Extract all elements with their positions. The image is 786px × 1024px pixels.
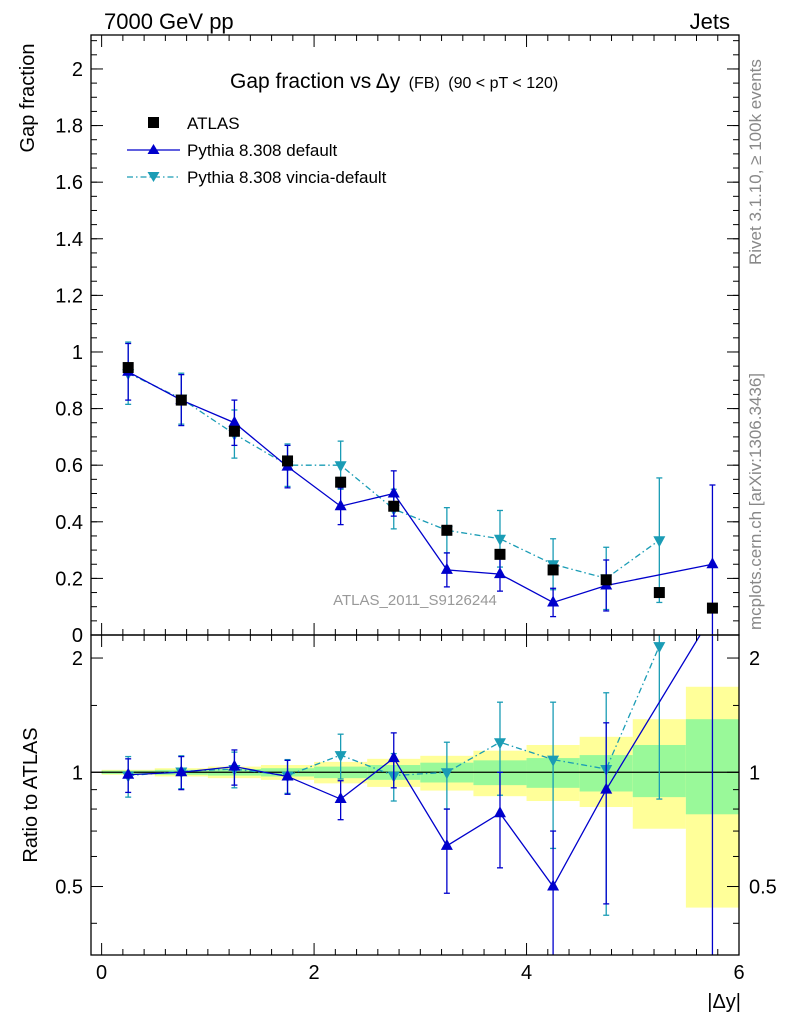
atlas-data-point bbox=[122, 362, 134, 374]
main-y-tick-label: 0.6 bbox=[55, 455, 83, 477]
default-point bbox=[334, 499, 347, 511]
vincia-point bbox=[493, 534, 506, 546]
x-tick-label: 6 bbox=[733, 962, 744, 984]
default-point bbox=[706, 557, 719, 569]
atlas-data-point bbox=[494, 548, 506, 560]
main-y-tick-label: 1.6 bbox=[55, 172, 83, 194]
ratio-y-tick-label: 0.5 bbox=[55, 877, 83, 899]
main-y-tick-label: 1.8 bbox=[55, 116, 83, 138]
atlas-data-point bbox=[547, 564, 559, 576]
ratio-default-point bbox=[547, 879, 560, 891]
main-y-tick-label: 1 bbox=[72, 342, 83, 364]
atlas-data-point bbox=[706, 602, 718, 614]
main-y-tick-label: 0.8 bbox=[55, 399, 83, 421]
ratio-y-axis-label: Ratio to ATLAS bbox=[20, 727, 42, 862]
main-chart-title: Gap fraction vs Δy (FB) (90 < pT < 120) bbox=[230, 70, 558, 93]
x-axis-label: |Δy| bbox=[707, 991, 741, 1013]
x-tick-label: 2 bbox=[309, 962, 320, 984]
legend-atlas-label: ATLAS bbox=[187, 114, 240, 133]
main-y-tick-label: 0.4 bbox=[55, 512, 83, 534]
ratio-default-point bbox=[440, 838, 453, 850]
atlas-data-point bbox=[600, 574, 612, 586]
ratio-y-tick-label-right: 0.5 bbox=[749, 877, 777, 899]
ratio-vincia-point bbox=[653, 642, 666, 654]
ratio-default-point bbox=[228, 759, 241, 771]
default-point bbox=[547, 595, 560, 607]
legend-atlas-marker bbox=[148, 117, 159, 128]
main-y-tick-label: 0 bbox=[72, 625, 83, 647]
ratio-default-point bbox=[493, 806, 506, 818]
legend: ATLAS Pythia 8.308 default Pythia 8.308 … bbox=[127, 114, 387, 187]
main-y-axis-label: Gap fraction bbox=[17, 44, 39, 153]
ratio-vincia-point bbox=[334, 751, 347, 763]
header-process-label: Jets bbox=[690, 9, 730, 34]
analysis-watermark: ATLAS_2011_S9126244 bbox=[333, 592, 497, 609]
legend-default-label: Pythia 8.308 default bbox=[187, 141, 338, 160]
atlas-data-point bbox=[282, 455, 294, 467]
mcplots-reference-label: mcplots.cern.ch [arXiv:1306.3436] bbox=[746, 373, 765, 630]
default-point bbox=[440, 562, 453, 574]
main-y-tick-label: 1.2 bbox=[55, 285, 83, 307]
ratio-panel-frame bbox=[90, 634, 740, 956]
ratio-default-point bbox=[334, 792, 347, 804]
ratio-y-tick-label: 2 bbox=[72, 648, 83, 670]
atlas-data-point bbox=[335, 476, 347, 488]
atlas-data-point bbox=[175, 394, 187, 406]
vincia-point bbox=[334, 461, 347, 473]
main-panel: 0 0.2 0.4 0.6 0.8 1 1.2 1.4 1.6 1.8 2 Gap fraction… bbox=[17, 34, 740, 647]
default-point bbox=[228, 415, 241, 427]
main-y-tick-label: 0.2 bbox=[55, 568, 83, 590]
atlas-data-point bbox=[441, 524, 453, 536]
ratio-y-tick-label-right: 2 bbox=[749, 648, 760, 670]
atlas-data-point bbox=[653, 587, 665, 599]
default-point bbox=[387, 486, 400, 498]
default-point bbox=[493, 567, 506, 579]
vincia-point bbox=[653, 536, 666, 548]
ratio-default-point bbox=[387, 751, 400, 763]
ratio-y-tick-label-right: 1 bbox=[749, 762, 760, 784]
x-tick-label: 0 bbox=[96, 962, 107, 984]
main-y-tick-label: 2 bbox=[72, 59, 83, 81]
atlas-data-point bbox=[228, 425, 240, 437]
atlas-data-point bbox=[388, 500, 400, 512]
legend-default-marker bbox=[147, 144, 160, 154]
legend-vincia-marker bbox=[147, 172, 160, 182]
ratio-vincia-point bbox=[493, 738, 506, 750]
ratio-y-tick-label: 1 bbox=[72, 762, 83, 784]
legend-vincia-label: Pythia 8.308 vincia-default bbox=[187, 168, 387, 187]
ratio-vincia-point bbox=[440, 768, 453, 780]
rivet-version-label: Rivet 3.1.10, ≥ 100k events bbox=[746, 59, 765, 265]
main-y-tick-label: 1.4 bbox=[55, 229, 83, 251]
default-series-line bbox=[127, 371, 713, 604]
ratio-panel: 0.5 0.5 1 1 2 2 0 2 4 6 Ratio to ATLAS |Δy| bbox=[20, 634, 777, 1013]
ratio-default-point bbox=[122, 767, 135, 779]
x-tick-label: 4 bbox=[521, 962, 532, 984]
ratio-default-point bbox=[281, 769, 294, 781]
header-energy-label: 7000 GeV pp bbox=[104, 9, 234, 34]
ratio-default-point bbox=[600, 782, 613, 794]
ratio-vincia-point bbox=[547, 755, 560, 767]
ratio-default-point bbox=[175, 765, 188, 777]
